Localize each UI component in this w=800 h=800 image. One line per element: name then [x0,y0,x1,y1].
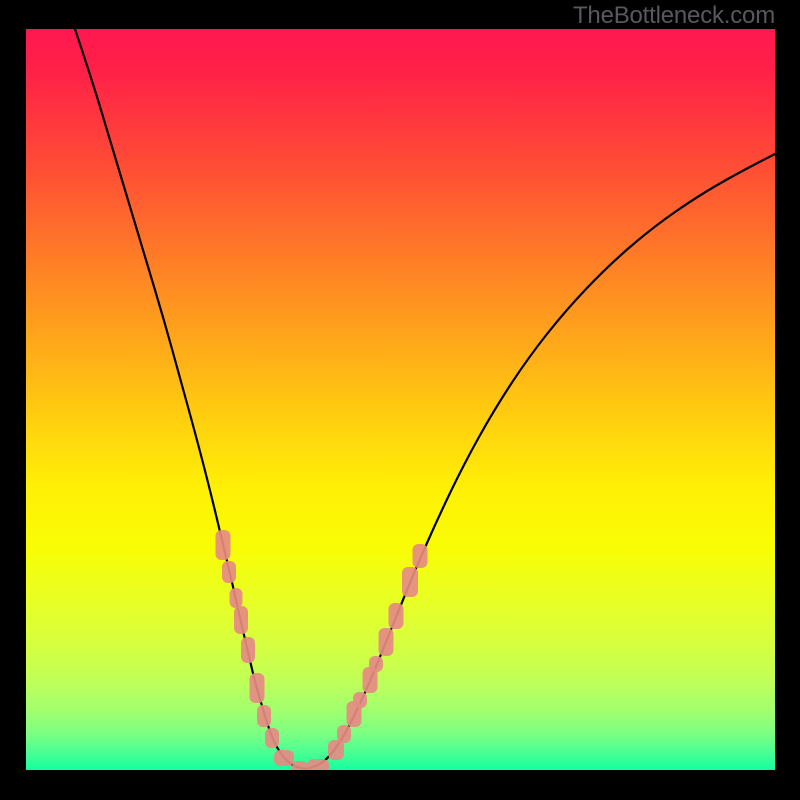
curve-marker [353,692,367,708]
curve-marker [234,606,248,634]
curve-marker [292,761,308,775]
curve-marker [337,725,351,743]
chart-frame: TheBottleneck.com [0,0,800,800]
curve-marker [257,705,271,727]
curve-marker [389,603,404,629]
curve-marker [328,740,344,760]
curve-marker [265,728,279,748]
curve-marker [413,544,428,568]
curve-marker [369,656,383,672]
curve-marker [241,637,255,663]
curve-marker [307,759,329,773]
curve-marker [216,530,231,560]
gradient-background [26,29,775,770]
curve-marker [379,628,394,656]
plot-svg [0,0,800,800]
curve-marker [222,561,236,583]
watermark-text: TheBottleneck.com [573,2,775,30]
plot-area [26,29,775,770]
curve-marker [402,567,418,597]
curve-marker [250,673,265,703]
curve-marker [230,588,243,608]
curve-marker [274,750,294,766]
